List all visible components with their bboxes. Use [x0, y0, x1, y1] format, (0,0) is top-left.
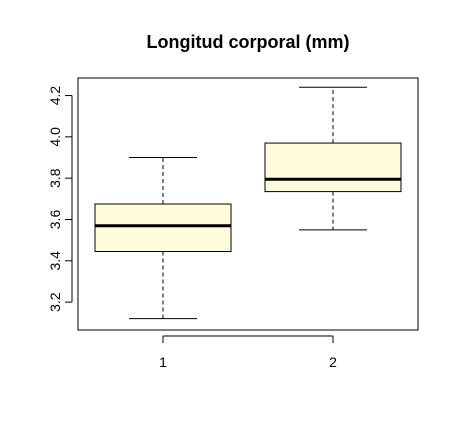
y-tick-label: 3.4: [47, 251, 63, 271]
chart-title: Longitud corporal (mm): [147, 32, 350, 52]
y-tick-label: 4.0: [47, 127, 63, 147]
y-tick-label: 3.8: [47, 168, 63, 188]
box-1: [94, 157, 232, 320]
box-2: [264, 86, 402, 231]
y-axis: 3.2 3.4 3.6 3.8 4.0 4.2: [47, 86, 73, 312]
x-tick-label: 2: [329, 354, 337, 370]
plot-frame: [77, 77, 419, 331]
iqr-box: [94, 203, 232, 253]
y-tick-label: 3.2: [47, 292, 63, 312]
y-tick-label: 3.6: [47, 210, 63, 230]
iqr-box: [264, 142, 402, 193]
boxplot-series: [94, 86, 402, 320]
x-tick-label: 1: [159, 354, 167, 370]
y-tick-label: 4.2: [47, 86, 63, 106]
